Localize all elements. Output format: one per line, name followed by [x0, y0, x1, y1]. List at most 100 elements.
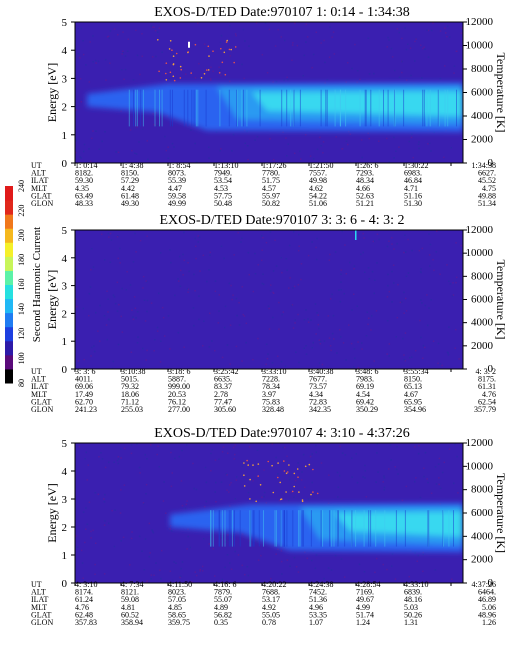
noise-speckle: [136, 342, 139, 344]
noise-speckle: [146, 235, 148, 237]
noise-speckle: [281, 573, 283, 575]
colorbar-tick-label: 160: [17, 279, 26, 291]
scatter-dot: [165, 72, 167, 75]
band-striation: [364, 89, 366, 127]
noise-speckle: [210, 79, 212, 81]
noise-speckle: [153, 123, 156, 126]
noise-speckle: [86, 523, 89, 525]
noise-speckle: [416, 560, 418, 562]
noise-speckle: [246, 130, 248, 133]
noise-speckle: [186, 500, 188, 502]
noise-speckle: [161, 306, 164, 309]
noise-speckle: [151, 530, 154, 533]
noise-speckle: [439, 363, 442, 365]
noise-speckle: [429, 243, 432, 246]
noise-speckle: [173, 561, 175, 563]
noise-speckle: [257, 337, 259, 340]
table-row-label: GLON: [31, 405, 53, 414]
table-cell: 4:11:50: [168, 580, 192, 589]
noise-speckle: [169, 249, 171, 251]
band-striation: [320, 510, 322, 547]
band-striation: [172, 89, 173, 127]
noise-speckle: [297, 284, 300, 286]
noise-speckle: [161, 549, 163, 552]
y-tick-label: 5: [62, 17, 68, 29]
noise-speckle: [221, 356, 224, 359]
band-striation: [242, 89, 244, 127]
noise-speckle: [77, 27, 79, 30]
noise-speckle: [76, 268, 78, 271]
noise-speckle: [136, 54, 139, 57]
table-cell: 4:20:22: [262, 580, 286, 589]
noise-speckle: [156, 326, 159, 329]
noise-speckle: [289, 277, 291, 279]
band-striation: [218, 510, 220, 547]
noise-speckle: [388, 161, 390, 163]
table-cell: 49.98: [309, 176, 327, 185]
noise-speckle: [348, 324, 350, 326]
noise-speckle: [396, 28, 399, 30]
noise-speckle: [228, 282, 231, 285]
noise-speckle: [364, 470, 366, 472]
noise-speckle: [426, 294, 428, 296]
noise-speckle: [397, 283, 399, 286]
noise-speckle: [116, 310, 119, 312]
noise-speckle: [194, 237, 196, 240]
noise-speckle: [234, 550, 236, 553]
colorbar-segment: [5, 200, 13, 215]
noise-speckle: [76, 546, 79, 548]
band-striation: [293, 89, 295, 127]
noise-speckle: [121, 287, 123, 290]
noise-speckle: [353, 268, 355, 270]
noise-speckle: [82, 40, 84, 42]
noise-speckle: [295, 351, 297, 353]
noise-speckle: [367, 323, 369, 326]
scatter-dot: [172, 75, 175, 78]
noise-speckle: [103, 315, 106, 317]
noise-speckle: [327, 567, 330, 569]
noise-speckle: [398, 146, 400, 148]
noise-speckle: [335, 136, 337, 138]
noise-speckle: [119, 109, 121, 111]
noise-speckle: [334, 554, 337, 557]
scatter-dot: [207, 69, 210, 71]
scatter-dot: [296, 468, 299, 470]
noise-speckle: [180, 575, 182, 577]
table-row-label: ALT: [31, 588, 46, 597]
table-cell: 55.39: [168, 176, 186, 185]
noise-speckle: [341, 452, 344, 454]
scatter-dot: [316, 492, 319, 495]
noise-speckle: [223, 257, 225, 260]
noise-speckle: [197, 235, 199, 237]
table-cell: 4.81: [121, 603, 135, 612]
noise-speckle: [343, 576, 346, 578]
noise-speckle: [132, 316, 134, 318]
noise-speckle: [146, 458, 148, 460]
noise-speckle: [368, 73, 371, 75]
noise-speckle: [222, 446, 225, 448]
noise-speckle: [362, 232, 364, 235]
noise-speckle: [126, 50, 129, 52]
noise-speckle: [415, 38, 417, 40]
noise-speckle: [357, 341, 359, 343]
table-cell: 61.31: [478, 382, 496, 391]
noise-speckle: [136, 311, 139, 313]
noise-speckle: [270, 577, 272, 580]
noise-speckle: [234, 160, 236, 163]
spike: [355, 230, 357, 240]
noise-speckle: [305, 23, 308, 26]
noise-speckle: [272, 158, 275, 161]
noise-speckle: [421, 302, 423, 304]
noise-speckle: [438, 483, 440, 486]
table-cell: 48.33: [75, 199, 93, 208]
noise-speckle: [329, 345, 332, 347]
noise-speckle: [288, 244, 291, 247]
noise-speckle: [430, 29, 433, 32]
noise-speckle: [94, 563, 96, 566]
noise-speckle: [247, 491, 250, 494]
noise-speckle: [388, 290, 391, 293]
noise-speckle: [80, 101, 83, 103]
noise-speckle: [252, 480, 254, 482]
noise-speckle: [220, 481, 223, 483]
table-cell: 3:18: 6: [168, 367, 190, 376]
